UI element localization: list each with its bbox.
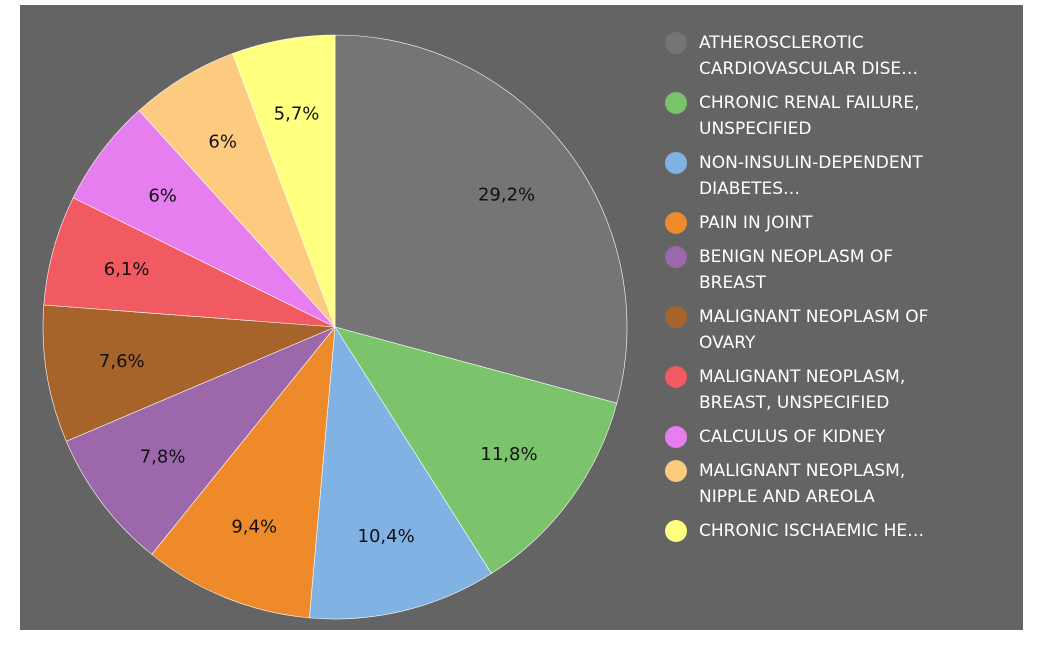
legend-item: MALIGNANT NEOPLASM, BREAST, UNSPECIFIED: [665, 364, 965, 416]
data-label: 6%: [148, 186, 177, 207]
data-label: 9,4%: [231, 516, 277, 537]
legend-label: CALCULUS OF KIDNEY: [699, 427, 886, 447]
legend-swatch: [665, 306, 687, 328]
legend-swatch: [665, 366, 687, 388]
pie-slice: [334, 34, 628, 404]
data-label: 6%: [208, 131, 237, 152]
pie-slice: [42, 304, 336, 442]
pie-slice: [151, 326, 336, 619]
pie-slice: [309, 326, 492, 620]
data-label: 7,8%: [140, 446, 186, 467]
data-label: 7,6%: [99, 351, 145, 372]
legend: ATHEROSCLEROTIC CARDIOVASCULAR DISE… CHRO…: [665, 30, 965, 552]
legend-label: BENIGN NEOPLASM OF BREAST: [699, 247, 894, 293]
pie-slice: [232, 34, 336, 328]
legend-label: ATHEROSCLEROTIC CARDIOVASCULAR DISE…: [699, 33, 919, 79]
legend-item: BENIGN NEOPLASM OF BREAST: [665, 244, 965, 296]
legend-item: PAIN IN JOINT: [665, 210, 965, 236]
pie-slice: [334, 326, 618, 574]
legend-swatch: [665, 520, 687, 542]
legend-label: MALIGNANT NEOPLASM, NIPPLE AND AREOLA: [699, 461, 906, 507]
legend-swatch: [665, 152, 687, 174]
legend-label: PAIN IN JOINT: [699, 213, 813, 233]
legend-swatch: [665, 460, 687, 482]
pie-slice: [65, 326, 336, 555]
data-label: 29,2%: [478, 185, 535, 206]
legend-label: MALIGNANT NEOPLASM OF OVARY: [699, 307, 929, 353]
legend-label: NON-INSULIN-DEPENDENT DIABETES…: [699, 153, 923, 199]
legend-label: CHRONIC RENAL FAILURE, UNSPECIFIED: [699, 93, 920, 139]
legend-item: CHRONIC ISCHAEMIC HE…: [665, 518, 965, 544]
legend-swatch: [665, 92, 687, 114]
legend-item: CHRONIC RENAL FAILURE, UNSPECIFIED: [665, 90, 965, 142]
legend-swatch: [665, 426, 687, 448]
legend-item: MALIGNANT NEOPLASM, NIPPLE AND AREOLA: [665, 458, 965, 510]
legend-label: MALIGNANT NEOPLASM, BREAST, UNSPECIFIED: [699, 367, 906, 413]
legend-item: ATHEROSCLEROTIC CARDIOVASCULAR DISE…: [665, 30, 965, 82]
legend-swatch: [665, 246, 687, 268]
legend-label: CHRONIC ISCHAEMIC HE…: [699, 521, 925, 541]
data-label: 10,4%: [358, 526, 415, 547]
data-label: 6,1%: [104, 259, 150, 280]
legend-item: CALCULUS OF KIDNEY: [665, 424, 965, 450]
legend-swatch: [665, 32, 687, 54]
legend-swatch: [665, 212, 687, 234]
legend-item: NON-INSULIN-DEPENDENT DIABETES…: [665, 150, 965, 202]
data-label: 5,7%: [274, 103, 320, 124]
data-label: 11,8%: [480, 444, 537, 465]
legend-item: MALIGNANT NEOPLASM OF OVARY: [665, 304, 965, 356]
